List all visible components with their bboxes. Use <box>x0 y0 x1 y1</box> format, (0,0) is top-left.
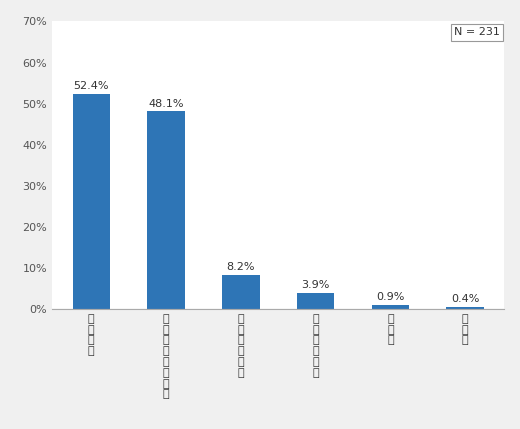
Text: 0.9%: 0.9% <box>376 292 405 302</box>
Bar <box>372 305 409 309</box>
Bar <box>147 112 185 309</box>
Bar <box>447 307 484 309</box>
Text: N = 231: N = 231 <box>454 27 500 37</box>
Text: 8.2%: 8.2% <box>227 263 255 272</box>
Text: 3.9%: 3.9% <box>302 280 330 290</box>
Text: 0.4%: 0.4% <box>451 294 479 304</box>
Bar <box>297 293 334 309</box>
Text: 48.1%: 48.1% <box>148 99 184 109</box>
Bar <box>222 275 259 309</box>
Bar <box>73 94 110 309</box>
Text: 52.4%: 52.4% <box>73 81 109 91</box>
